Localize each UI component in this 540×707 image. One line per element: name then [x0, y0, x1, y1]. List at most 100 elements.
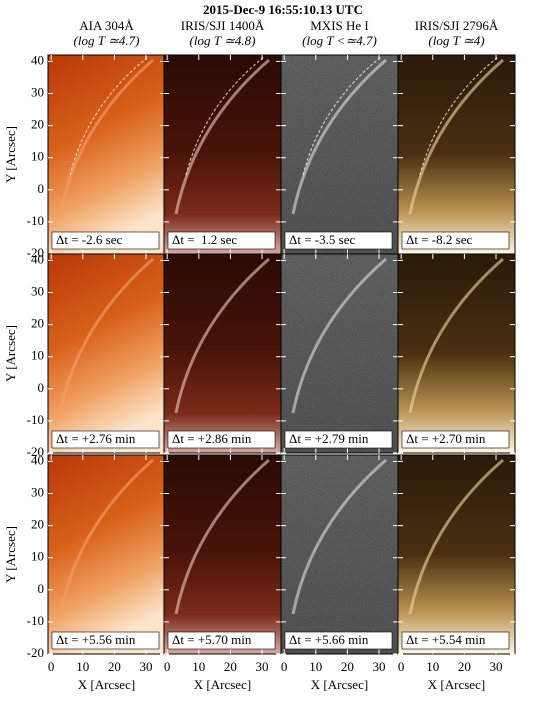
y-tick-label: 20	[31, 316, 44, 331]
image-panel: Δt = +5.66 min	[280, 454, 399, 655]
y-tick-label: 30	[31, 284, 44, 299]
image-panel: Δt = +5.54 min	[397, 454, 516, 655]
x-tick-label: 10	[192, 659, 205, 674]
loop-outline	[419, 56, 499, 176]
time-label-box	[284, 430, 393, 449]
loop-strand	[291, 257, 387, 414]
x-tick-label: 20	[341, 659, 354, 674]
time-label-box	[284, 231, 393, 250]
image-panel: Δt = +5.70 min	[163, 454, 282, 655]
time-label-box	[401, 231, 510, 250]
column-instrument: IRIS/SJI 2796Å	[415, 18, 499, 33]
panel-image	[281, 254, 398, 453]
panel-image	[398, 55, 515, 254]
time-offset: Δt = +5.56 min	[56, 632, 136, 647]
x-tick-label: 10	[309, 659, 322, 674]
loop-outline	[185, 56, 265, 176]
y-tick-label: 40	[31, 251, 44, 266]
panel-image	[48, 55, 165, 254]
loop-strand	[408, 257, 504, 414]
time-label-box	[284, 631, 393, 650]
loop-strand	[58, 458, 154, 615]
y-tick-label: 10	[31, 348, 44, 363]
y-tick-label: 30	[31, 85, 44, 100]
column-instrument: MXIS He I	[310, 18, 369, 33]
y-tick-label: -10	[27, 613, 44, 628]
loop-strand	[174, 458, 270, 615]
x-axis-label: X [Arcsec]	[78, 677, 135, 692]
column-temperature: (log T ≃4)	[428, 33, 484, 48]
time-offset: Δt = +2.76 min	[56, 431, 136, 446]
y-tick-label: -20	[27, 444, 44, 459]
loop-strand	[408, 58, 504, 215]
x-tick-label: 30	[140, 659, 153, 674]
panel-image	[398, 254, 515, 453]
image-panel: Δt = -8.2 sec	[397, 54, 516, 255]
x-tick-label: 30	[490, 659, 503, 674]
x-tick-label: 0	[281, 659, 288, 674]
panel-frame	[397, 253, 516, 454]
x-axis-label: X [Arcsec]	[428, 677, 485, 692]
y-tick-label: 40	[31, 52, 44, 67]
time-offset: Δt = -2.6 sec	[56, 232, 122, 247]
panel-image	[398, 455, 515, 654]
panel-image	[164, 455, 281, 654]
time-label-box	[167, 231, 276, 250]
column-temperature: (log T ≃4.8)	[190, 33, 256, 48]
y-tick-label: 0	[38, 581, 45, 596]
column-temperature: (log T <≃4.7)	[302, 33, 377, 48]
image-panel: Δt = 1.2 sec	[163, 54, 282, 255]
time-label-box	[51, 631, 160, 650]
time-label-box	[167, 631, 276, 650]
time-offset: Δt = +5.54 min	[406, 632, 486, 647]
y-tick-label: -20	[27, 245, 44, 260]
time-label-box	[401, 631, 510, 650]
y-tick-label: 30	[31, 485, 44, 500]
time-label-box	[167, 430, 276, 449]
time-label-box	[401, 430, 510, 449]
figure-title: 2015-Dec-9 16:55:10.13 UTC	[203, 2, 363, 17]
image-panel: Δt = +2.79 min	[280, 253, 399, 454]
loop-outline	[302, 56, 382, 176]
image-panel: Δt = +5.56 min	[47, 454, 166, 655]
x-tick-label: 0	[398, 659, 405, 674]
y-tick-label: 10	[31, 149, 44, 164]
panel-image	[281, 455, 398, 654]
loop-strand	[174, 58, 270, 215]
loop-strand	[174, 257, 270, 414]
image-panel: Δt = -2.6 sec	[47, 54, 166, 255]
x-tick-label: 30	[256, 659, 269, 674]
y-axis-label: Y [Arcsec]	[3, 526, 18, 583]
y-axis-label: Y [Arcsec]	[3, 126, 18, 183]
panel-image	[48, 455, 165, 654]
x-tick-label: 10	[426, 659, 439, 674]
x-axis-label: X [Arcsec]	[194, 677, 251, 692]
image-panel: Δt = +2.86 min	[163, 253, 282, 454]
x-tick-label: 20	[108, 659, 121, 674]
y-tick-label: -10	[27, 412, 44, 427]
panel-image	[281, 55, 398, 254]
x-axis-label: X [Arcsec]	[311, 677, 368, 692]
y-axis-label: Y [Arcsec]	[3, 325, 18, 382]
time-offset: Δt = +5.66 min	[289, 632, 369, 647]
y-tick-label: 40	[31, 452, 44, 467]
time-offset: Δt = -8.2 sec	[406, 232, 472, 247]
x-tick-label: 30	[373, 659, 386, 674]
loop-strand	[58, 257, 154, 414]
column-instrument: IRIS/SJI 1400Å	[181, 18, 265, 33]
time-label-box	[51, 430, 160, 449]
column-temperature: (log T ≃4.7)	[74, 33, 140, 48]
time-offset: Δt = +2.86 min	[172, 431, 252, 446]
time-offset: Δt = 1.2 sec	[172, 232, 237, 247]
y-tick-label: 10	[31, 549, 44, 564]
time-offset: Δt = +2.70 min	[406, 431, 486, 446]
time-offset: Δt = -3.5 sec	[289, 232, 355, 247]
time-offset: Δt = +5.70 min	[172, 632, 252, 647]
time-offset: Δt = +2.79 min	[289, 431, 369, 446]
image-panel: Δt = -3.5 sec	[280, 54, 399, 255]
loop-outline	[69, 56, 149, 176]
y-tick-label: 0	[38, 380, 45, 395]
panel-image	[164, 55, 281, 254]
y-tick-label: 20	[31, 117, 44, 132]
